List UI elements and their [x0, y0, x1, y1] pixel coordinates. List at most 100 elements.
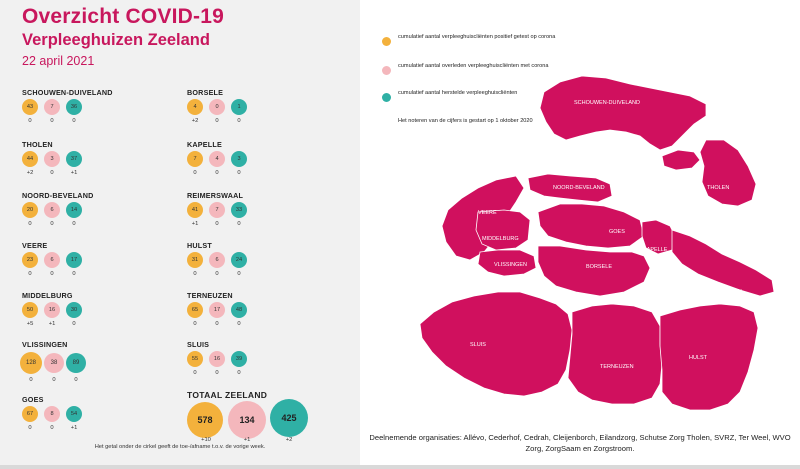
positive-change: 0 — [28, 118, 32, 124]
positive-count-circle: 4 — [187, 99, 203, 115]
region-tholen — [699, 139, 757, 207]
municipality-block-schouwen-duiveland: SCHOUWEN-DUIVELAND 43 7 36 0 0 0 — [22, 88, 172, 136]
map-label-schouwen-duiveland: SCHOUWEN-DUIVELAND — [574, 100, 640, 106]
region-sluis — [419, 291, 573, 397]
deceased-count-circle: 3 — [44, 151, 60, 167]
region-hulst — [659, 303, 759, 411]
deceased-count-circle: 17 — [209, 302, 225, 318]
municipality-block-middelburg: MIDDELBURG 50 16 30 +5 +1 0 — [22, 291, 172, 339]
positive-count-circle: 20 — [22, 202, 38, 218]
recovered-count-circle: 30 — [66, 302, 82, 318]
recovered-change: 0 — [237, 321, 241, 327]
deceased-count-circle: 7 — [44, 99, 60, 115]
positive-change: 0 — [193, 370, 197, 376]
deceased-change: 0 — [215, 118, 219, 124]
map-label-tholen: THOLEN — [707, 185, 729, 191]
deceased-count-circle: 6 — [44, 202, 60, 218]
legend-note: Het noteren van de cijfers is gestart op… — [398, 118, 533, 124]
map-label-kapelle: KAPELLE — [643, 247, 668, 253]
positive-change: 0 — [28, 425, 32, 431]
deceased-change: 0 — [215, 321, 219, 327]
deceased-count-circle: 4 — [209, 151, 225, 167]
recovered-change: +1 — [70, 425, 78, 431]
deceased-change: 0 — [50, 118, 54, 124]
positive-count-circle: 55 — [187, 351, 203, 367]
municipality-name: GOES — [22, 395, 44, 404]
region-schouwen-duiveland — [539, 75, 707, 151]
recovered-count-circle: 37 — [66, 151, 82, 167]
municipality-name: REIMERSWAAL — [187, 191, 244, 200]
positive-change: 0 — [29, 377, 33, 383]
positive-count-circle: 65 — [187, 302, 203, 318]
municipality-block-reimerswaal: REIMERSWAAL 41 7 33 +1 0 0 — [187, 191, 337, 239]
map-label-sluis: SLUIS — [470, 342, 486, 348]
map-label-middelburg: MIDDELBURG — [482, 236, 519, 242]
municipality-name: VEERE — [22, 241, 48, 250]
municipality-name: SLUIS — [187, 340, 210, 349]
positive-change: +2 — [191, 118, 199, 124]
deceased-count-circle: 16 — [44, 302, 60, 318]
recovered-change: 0 — [237, 221, 241, 227]
page-title: Overzicht COVID-19 — [22, 5, 224, 28]
municipality-block-vlissingen: VLISSINGEN 128 38 89 0 0 0 — [20, 340, 172, 388]
region-noord-beveland — [527, 173, 613, 203]
positive-count-circle: 44 — [22, 151, 38, 167]
deceased-change: 0 — [50, 425, 54, 431]
recovered-count-circle: 24 — [231, 252, 247, 268]
recovered-change: 0 — [237, 370, 241, 376]
deceased-count-circle: 6 — [44, 252, 60, 268]
recovered-change: 0 — [72, 271, 76, 277]
positive-change: +2 — [26, 170, 34, 176]
positive-count-circle: 7 — [187, 151, 203, 167]
deceased-count-circle: 6 — [209, 252, 225, 268]
municipality-block-borsele: BORSELE 4 0 1 +2 0 0 — [187, 88, 337, 136]
recovered-change: 0 — [237, 118, 241, 124]
municipality-name: VLISSINGEN — [22, 340, 68, 349]
deceased-change: 0 — [215, 370, 219, 376]
deceased-change: 0 — [215, 271, 219, 277]
recovered-count-circle: 89 — [66, 353, 86, 373]
recovered-change: 0 — [72, 321, 76, 327]
total-deceased-change: +1 — [243, 437, 251, 443]
municipality-name: KAPELLE — [187, 140, 222, 149]
recovered-count-circle: 39 — [231, 351, 247, 367]
legend-deceased-label: cumulatief aantal overleden verpleeghuis… — [398, 63, 549, 69]
deceased-count-circle: 7 — [209, 202, 225, 218]
map-labels: SCHOUWEN-DUIVELAND THOLEN NOORD-BEVELAND… — [470, 100, 743, 370]
region-reimerswaal — [671, 229, 775, 297]
positive-count-circle: 128 — [20, 352, 42, 374]
map-label-veere: VEERE — [478, 210, 497, 216]
recovered-count-circle: 1 — [231, 99, 247, 115]
municipality-name: MIDDELBURG — [22, 291, 73, 300]
recovered-legend-dot — [382, 93, 391, 102]
map-label-hulst: HULST — [689, 355, 708, 361]
deceased-change: 0 — [215, 170, 219, 176]
positive-change: 0 — [193, 271, 197, 277]
recovered-change: 0 — [74, 377, 78, 383]
recovered-change: 0 — [237, 271, 241, 277]
map-label-terneuzen: TERNEUZEN — [600, 364, 634, 370]
total-positive-change: +10 — [201, 437, 211, 443]
region-sint-philipsland — [661, 149, 701, 171]
municipality-name: SCHOUWEN-DUIVELAND — [22, 88, 113, 97]
total-zeeland-heading: TOTAAL ZEELAND — [187, 390, 268, 400]
region-vlissingen — [477, 249, 537, 277]
municipality-block-veere: VEERE 23 6 17 0 0 0 — [22, 241, 172, 289]
municipality-block-noord-beveland: NOORD-BEVELAND 20 6 14 0 0 0 — [22, 191, 172, 239]
horizontal-scrollbar[interactable] — [0, 465, 800, 469]
municipality-block-kapelle: KAPELLE 7 4 3 0 0 0 — [187, 140, 337, 188]
deceased-change: 0 — [50, 170, 54, 176]
total-recovered-circle: 425 — [270, 399, 308, 437]
total-recovered-change: +2 — [285, 437, 293, 443]
recovered-count-circle: 54 — [66, 406, 82, 422]
region-terneuzen — [567, 303, 663, 405]
positive-legend-dot — [382, 37, 391, 46]
municipality-name: TERNEUZEN — [187, 291, 233, 300]
deceased-change: 0 — [52, 377, 56, 383]
region-goes — [537, 203, 645, 249]
map-regions — [419, 75, 775, 411]
recovered-count-circle: 14 — [66, 202, 82, 218]
positive-count-circle: 41 — [187, 202, 203, 218]
report-date: 22 april 2021 — [22, 54, 95, 68]
